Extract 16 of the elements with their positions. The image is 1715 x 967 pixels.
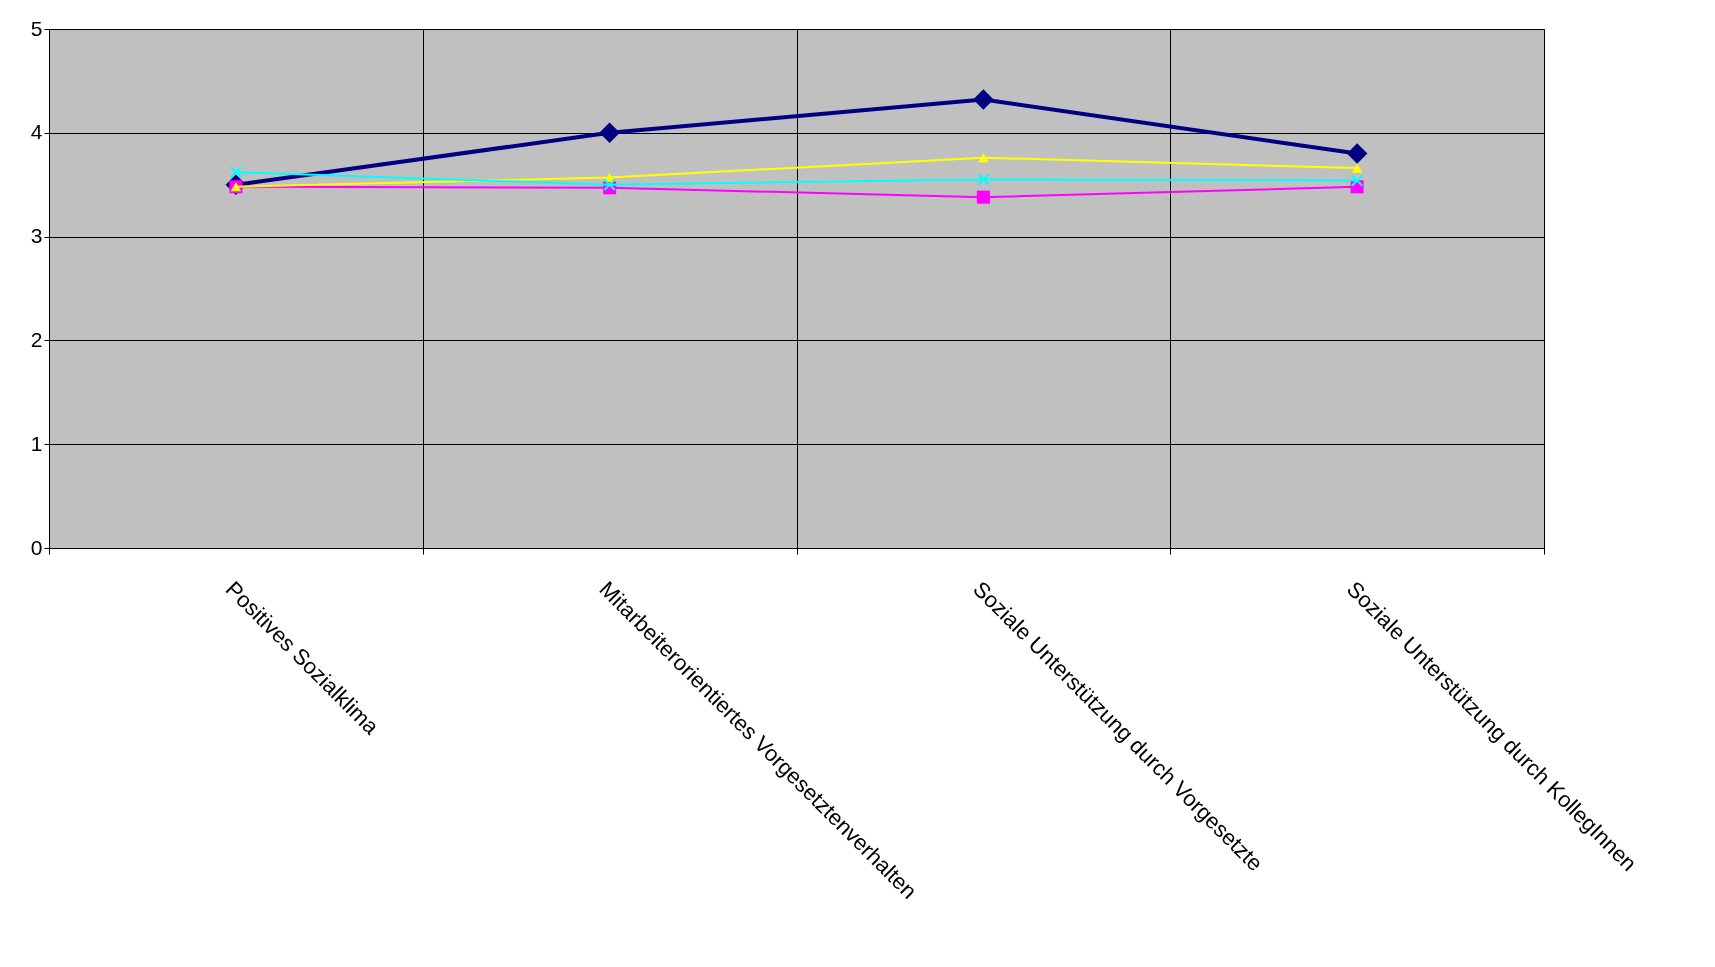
point xyxy=(977,173,990,186)
point xyxy=(1350,174,1364,187)
point xyxy=(599,122,620,144)
y-tick-label: 0 xyxy=(30,535,43,559)
point xyxy=(1351,163,1363,173)
y-tick-label: 4 xyxy=(30,120,43,144)
y-tick-label: 1 xyxy=(30,431,43,455)
y-tick-label: 2 xyxy=(30,327,43,351)
y-tick-label: 3 xyxy=(30,224,43,248)
point xyxy=(229,166,243,179)
point xyxy=(978,153,989,163)
point xyxy=(603,178,616,191)
point xyxy=(976,190,990,204)
point xyxy=(973,89,994,110)
point xyxy=(1346,143,1368,164)
y-tick-label: 5 xyxy=(30,16,43,40)
